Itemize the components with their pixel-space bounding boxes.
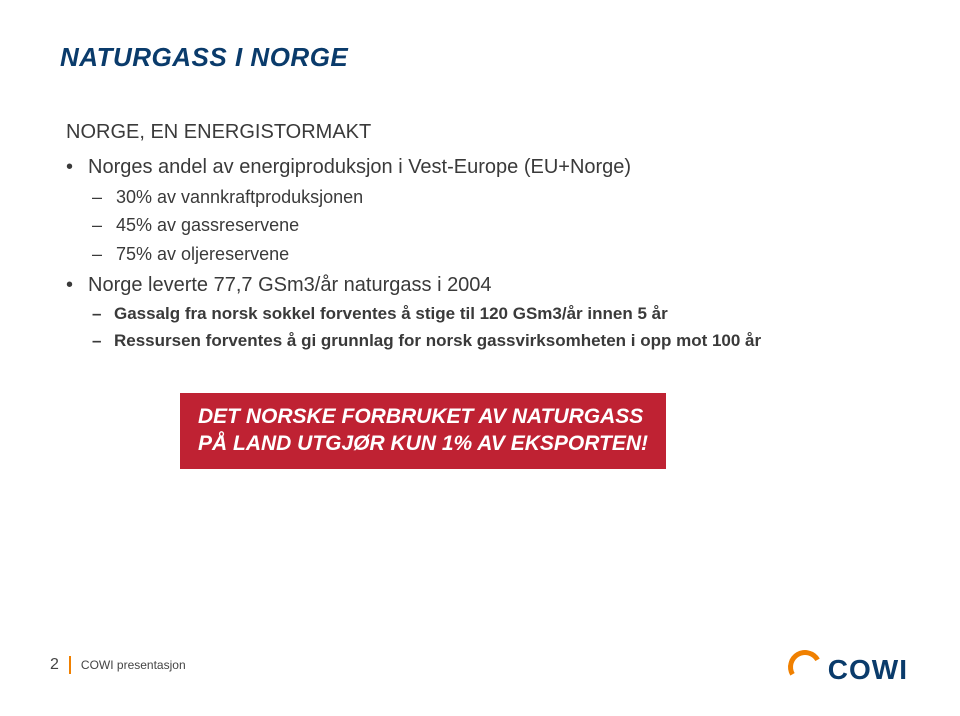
callout-line: DET NORSKE FORBRUKET AV NATURGASS [198,403,648,430]
footer-separator [69,656,71,674]
page-number: 2 [50,656,59,674]
sub-list: 30% av vannkraftproduksjonen 45% av gass… [88,185,900,266]
list-item: 30% av vannkraftproduksjonen [88,185,900,209]
list-item: Ressursen forventes å gi grunnlag for no… [88,330,900,353]
bullet-text: Norges andel av energiproduksjon i Vest-… [88,156,631,178]
logo-text: COWI [828,654,908,686]
bullet-list: Norges andel av energiproduksjon i Vest-… [66,154,900,353]
footer: 2 COWI presentasjon [50,656,186,674]
list-item: Norge leverte 77,7 GSm3/år naturgass i 2… [66,272,900,353]
bullet-text: Ressursen forventes å gi grunnlag for no… [114,331,761,350]
bullet-text: Norge leverte 77,7 GSm3/år naturgass i 2… [88,274,492,296]
bullet-text: 45% av gassreservene [116,215,299,235]
footer-label: COWI presentasjon [81,658,186,672]
page-title: NATURGASS I NORGE [60,42,900,73]
list-item: Norges andel av energiproduksjon i Vest-… [66,154,900,266]
subtitle: NORGE, EN ENERGISTORMAKT [66,121,900,144]
bullet-text: Gassalg fra norsk sokkel forventes å sti… [114,304,668,323]
callout-line: PÅ LAND UTGJØR KUN 1% AV EKSPORTEN! [198,430,648,457]
logo: COWI [788,652,908,686]
bullet-text: 75% av oljereservene [116,244,289,264]
list-item: 45% av gassreservene [88,213,900,237]
logo-arc-icon [784,646,826,688]
list-item: Gassalg fra norsk sokkel forventes å sti… [88,303,900,326]
sub-list-bold: Gassalg fra norsk sokkel forventes å sti… [88,303,900,353]
list-item: 75% av oljereservene [88,242,900,266]
bullet-text: 30% av vannkraftproduksjonen [116,187,363,207]
callout-box: DET NORSKE FORBRUKET AV NATURGASS PÅ LAN… [180,393,666,470]
slide: NATURGASS I NORGE NORGE, EN ENERGISTORMA… [0,0,960,716]
